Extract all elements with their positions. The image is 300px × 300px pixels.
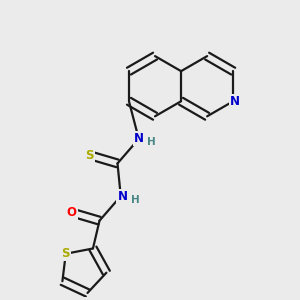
Text: H: H bbox=[131, 195, 140, 205]
Text: O: O bbox=[67, 206, 77, 219]
Text: S: S bbox=[61, 247, 70, 260]
Text: S: S bbox=[85, 149, 94, 162]
Text: N: N bbox=[134, 132, 144, 146]
Text: N: N bbox=[230, 95, 240, 108]
Text: H: H bbox=[147, 137, 156, 147]
Text: N: N bbox=[117, 190, 128, 202]
